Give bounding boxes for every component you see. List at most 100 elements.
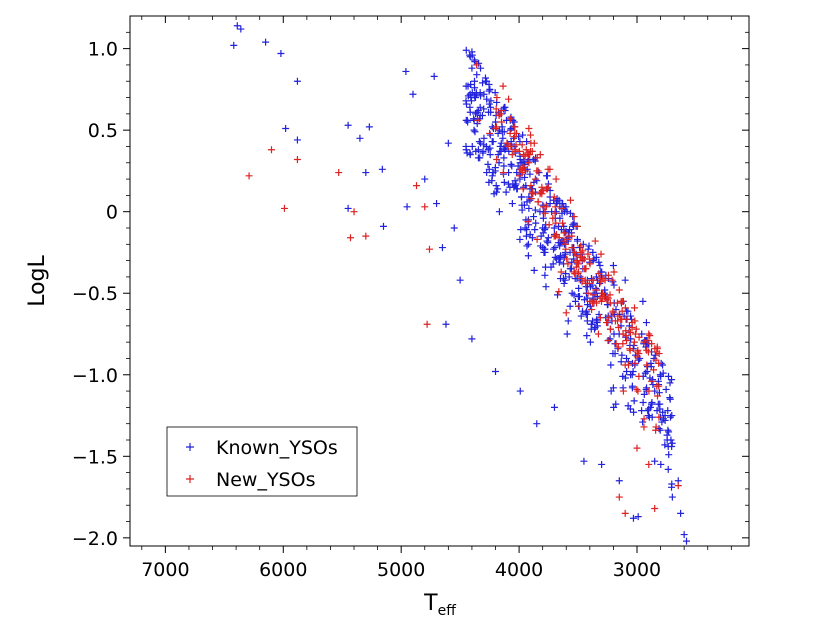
legend-new-plus — [186, 475, 194, 483]
known-yso-marker — [595, 258, 603, 266]
legend-known-marker — [186, 443, 194, 451]
y-tick-label: −1.0 — [72, 365, 118, 387]
known-yso-marker — [546, 200, 554, 208]
known-yso-marker — [663, 431, 671, 439]
known-yso-marker — [553, 255, 561, 263]
known-yso-marker — [463, 100, 470, 108]
new-yso-marker — [550, 193, 558, 201]
known-yso-marker — [456, 276, 464, 284]
known-yso-marker — [543, 172, 551, 180]
new-yso-marker — [615, 493, 623, 501]
known-yso-marker — [586, 338, 594, 346]
new-yso-marker — [245, 172, 253, 180]
known-yso-marker — [517, 226, 525, 234]
new-yso-marker — [551, 232, 559, 240]
new-yso-marker — [573, 222, 581, 230]
known-yso-marker — [627, 335, 635, 343]
new-yso-marker — [575, 302, 583, 310]
new-yso-marker — [592, 286, 600, 294]
known-yso-marker — [661, 416, 669, 424]
y-tick-label: 1.0 — [88, 39, 118, 61]
known-yso-marker — [640, 390, 648, 398]
known-yso-marker — [615, 477, 623, 485]
known-yso-marker — [612, 400, 620, 408]
new-yso-marker — [562, 309, 570, 317]
new-yso-marker — [627, 328, 635, 336]
known-yso-marker — [544, 237, 552, 245]
known-yso-marker — [621, 276, 629, 284]
new-yso-marker — [506, 129, 514, 137]
known-yso-marker — [668, 493, 676, 501]
known-yso-marker — [481, 74, 489, 82]
legend-known-label: Known_YSOs — [216, 437, 338, 459]
new-yso-marker — [621, 509, 629, 517]
known-yso-marker — [609, 262, 617, 270]
known-yso-marker — [551, 244, 559, 252]
known-yso-marker — [664, 407, 672, 415]
known-yso-marker — [500, 144, 508, 152]
new-yso-marker — [506, 115, 514, 123]
new-yso-marker — [644, 348, 652, 356]
known-yso-marker — [365, 123, 373, 131]
known-yso-marker — [476, 139, 484, 147]
new-yso-marker — [557, 268, 565, 276]
known-yso-marker — [550, 224, 558, 232]
new-yso-marker — [518, 167, 526, 175]
known-yso-marker — [430, 72, 438, 80]
new-yso-marker — [600, 292, 608, 300]
known-yso-marker — [639, 398, 647, 406]
known-yso-marker — [573, 237, 581, 245]
new-ysos-markers — [245, 61, 682, 517]
known-yso-marker — [630, 408, 638, 416]
new-yso-marker — [335, 169, 343, 177]
new-yso-marker — [558, 204, 566, 212]
new-yso-marker — [539, 203, 547, 211]
known-yso-marker — [668, 412, 676, 420]
y-tick-label: −1.5 — [72, 446, 118, 468]
known-yso-marker — [362, 169, 370, 177]
new-yso-marker — [648, 340, 656, 348]
known-yso-marker — [466, 51, 474, 59]
known-yso-marker — [488, 177, 496, 185]
new-yso-marker — [538, 190, 546, 198]
known-ysos-markers — [230, 22, 691, 545]
known-yso-marker — [570, 255, 578, 263]
known-yso-marker — [470, 126, 478, 134]
known-yso-marker — [575, 284, 583, 292]
known-yso-marker — [566, 302, 574, 310]
new-yso-marker — [474, 116, 482, 124]
known-yso-marker — [596, 262, 604, 270]
known-yso-marker — [542, 283, 550, 291]
known-yso-marker — [664, 426, 672, 434]
known-yso-marker — [479, 79, 487, 87]
x-tick-label: 6000 — [259, 559, 307, 581]
new-yso-marker — [603, 319, 611, 327]
new-yso-marker — [493, 94, 501, 102]
new-yso-marker — [646, 332, 654, 340]
known-yso-marker — [579, 307, 587, 315]
new-yso-marker — [505, 95, 513, 103]
known-yso-marker — [564, 317, 572, 325]
new-yso-marker — [613, 299, 621, 307]
new-yso-marker — [632, 325, 640, 333]
known-yso-marker — [609, 384, 617, 392]
new-yso-marker — [524, 217, 532, 225]
new-yso-marker — [582, 279, 590, 287]
new-yso-marker — [655, 350, 663, 358]
known-yso-marker — [651, 457, 659, 465]
legend-new-marker — [186, 475, 194, 483]
known-yso-marker — [569, 221, 577, 229]
known-yso-marker — [530, 213, 538, 221]
known-yso-marker — [344, 121, 352, 129]
known-yso-marker — [473, 71, 481, 79]
known-yso-marker — [471, 128, 479, 136]
new-yso-marker — [631, 304, 639, 312]
known-yso-marker — [629, 368, 637, 376]
new-yso-marker — [504, 142, 512, 150]
known-yso-marker — [680, 531, 688, 539]
known-yso-marker — [541, 271, 549, 279]
new-yso-marker — [643, 361, 651, 369]
new-yso-marker — [511, 123, 519, 131]
new-yso-marker — [421, 203, 429, 211]
known-yso-marker — [662, 385, 670, 393]
